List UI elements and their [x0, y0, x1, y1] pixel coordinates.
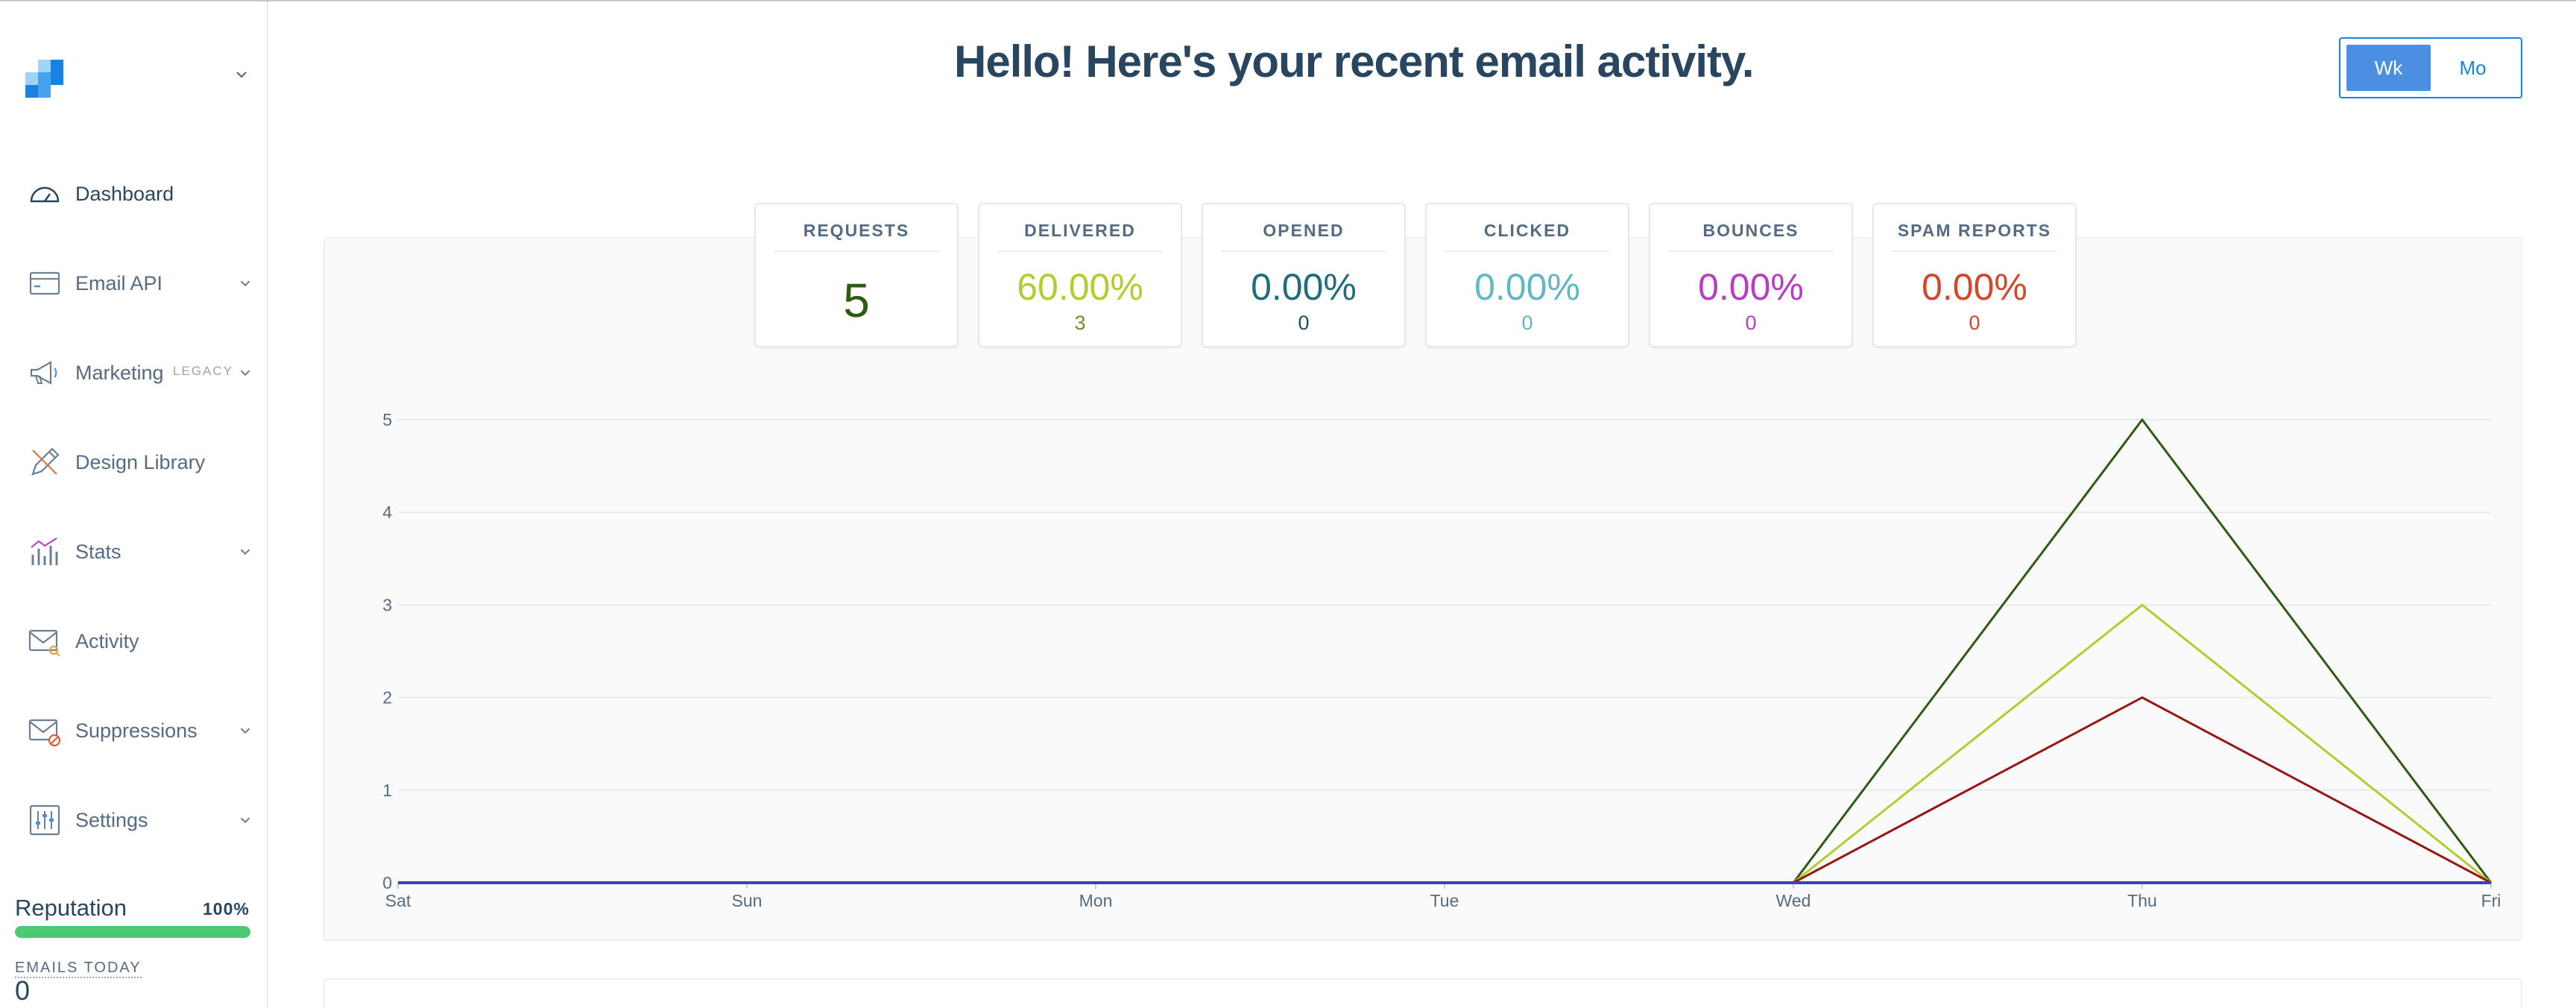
divider — [774, 251, 939, 252]
y-tick-label: 0 — [382, 873, 392, 892]
x-tick-label: Wed — [1776, 891, 1811, 910]
chevron-down-icon — [240, 370, 250, 377]
stat-value: 0.00% — [1698, 266, 1804, 308]
range-toggle: Wk Mo — [2339, 37, 2522, 98]
stat-card-opened[interactable]: OPENED 0.00% 0 — [1202, 203, 1406, 347]
stats-bars-icon — [31, 538, 58, 565]
y-tick-label: 5 — [382, 410, 392, 429]
stat-title: REQUESTS — [803, 221, 910, 240]
settings-sliders-icon — [29, 804, 60, 836]
stat-card-spam-reports[interactable]: SPAM REPORTS 0.00% 0 — [1872, 203, 2077, 347]
reputation-bar — [15, 926, 250, 938]
design-pencil-icon — [31, 447, 60, 476]
sidebar-item-activity[interactable]: Activity — [0, 611, 267, 671]
sidebar-item-label: Email API — [75, 271, 163, 294]
chevron-down-icon — [240, 817, 250, 824]
megaphone-icon — [30, 361, 57, 385]
stat-count: 3 — [1074, 312, 1086, 334]
stat-title: OPENED — [1263, 221, 1345, 240]
month-toggle-button[interactable]: Mo — [2459, 56, 2487, 79]
y-tick-label: 1 — [382, 781, 392, 800]
stat-card-requests[interactable]: REQUESTS 5 — [754, 203, 959, 347]
sidebar-item-design-library[interactable]: Design Library — [0, 432, 267, 492]
stat-count: 0 — [1521, 312, 1533, 334]
emails-today-label[interactable]: EMAILS TODAY — [15, 960, 142, 978]
activity-line-chart: 0 1 2 3 4 5 Sat Sun Mon Tue Wed Thu Fri — [382, 410, 2501, 910]
stat-value: 60.00% — [1017, 266, 1143, 308]
emails-today-count: 0 — [15, 975, 31, 1006]
x-tick-label: Thu — [2127, 891, 2157, 910]
sidebar-item-label: Suppressions — [75, 719, 198, 742]
stat-title: CLICKED — [1483, 221, 1571, 240]
chart-panel — [323, 237, 2522, 941]
page-title: Hello! Here's your recent email activity… — [954, 37, 1755, 86]
divider — [997, 251, 1163, 252]
dashboard-gauge-icon — [30, 186, 60, 203]
stat-title: BOUNCES — [1702, 221, 1799, 240]
logo-icon[interactable] — [25, 60, 64, 98]
y-tick-label: 4 — [382, 503, 392, 522]
stat-count: 0 — [1745, 312, 1757, 334]
y-tick-label: 2 — [382, 688, 392, 708]
divider — [1892, 251, 2057, 252]
divider — [1221, 251, 1386, 252]
sidebar-item-dashboard[interactable]: Dashboard — [0, 164, 267, 224]
stat-count: 0 — [1969, 312, 1980, 334]
sidebar-item-label: Dashboard — [75, 182, 174, 205]
sidebar-item-label: Marketing — [75, 361, 164, 384]
reputation-bar-fill — [15, 926, 250, 938]
x-tick-label: Sun — [732, 891, 763, 910]
sidebar-item-label: Stats — [75, 540, 121, 563]
chevron-down-icon — [240, 280, 250, 287]
stat-card-clicked[interactable]: CLICKED 0.00% 0 — [1425, 203, 1629, 347]
sidebar-item-marketing[interactable]: Marketing LEGACY — [0, 343, 267, 403]
series-line-0[interactable] — [398, 418, 2493, 884]
chevron-down-icon[interactable] — [233, 66, 250, 84]
stat-card-delivered[interactable]: DELIVERED 60.00% 3 — [978, 203, 1182, 347]
divider — [1445, 251, 1610, 252]
stat-value: 0.00% — [1251, 266, 1357, 308]
secondary-panel — [323, 978, 2522, 1008]
sidebar-item-label: Activity — [75, 629, 139, 652]
email-api-icon — [29, 271, 60, 295]
stat-value: 0.00% — [1474, 266, 1580, 308]
week-toggle-button[interactable]: Wk — [2346, 45, 2431, 91]
legacy-badge: LEGACY — [173, 364, 233, 378]
series-line-1[interactable] — [398, 603, 2492, 884]
x-tick-label: Mon — [1079, 891, 1113, 910]
stat-title: SPAM REPORTS — [1897, 221, 2052, 240]
stat-count: 0 — [1298, 312, 1310, 334]
sidebar-item-stats[interactable]: Stats — [0, 522, 267, 582]
stat-value: 5 — [843, 274, 870, 327]
chevron-down-icon — [240, 728, 250, 734]
activity-envelope-icon — [28, 629, 60, 657]
x-tick-label: Sat — [385, 891, 411, 910]
chevron-down-icon — [240, 549, 250, 555]
stat-title: DELIVERED — [1024, 221, 1136, 240]
y-tick-label: 3 — [382, 595, 392, 614]
sidebar-item-settings[interactable]: Settings — [0, 790, 267, 850]
reputation-percent: 100% — [203, 899, 250, 919]
stat-card-bounces[interactable]: BOUNCES 0.00% 0 — [1649, 203, 1853, 347]
top-border — [0, 0, 2576, 1]
divider — [1668, 251, 1834, 252]
x-tick-label: Tue — [1430, 891, 1459, 910]
suppressions-envelope-icon — [28, 719, 61, 747]
stat-value: 0.00% — [1922, 266, 2027, 308]
sidebar-item-suppressions[interactable]: Suppressions — [0, 701, 267, 760]
sidebar-item-label: Settings — [75, 808, 148, 831]
sidebar-item-email-api[interactable]: Email API — [0, 253, 267, 313]
sidebar: Dashboard Email API Marketing LEGACY Des… — [0, 1, 268, 1008]
reputation-label: Reputation — [15, 895, 127, 921]
x-tick-label: Fri — [2481, 891, 2501, 910]
sidebar-item-label: Design Library — [75, 450, 206, 473]
